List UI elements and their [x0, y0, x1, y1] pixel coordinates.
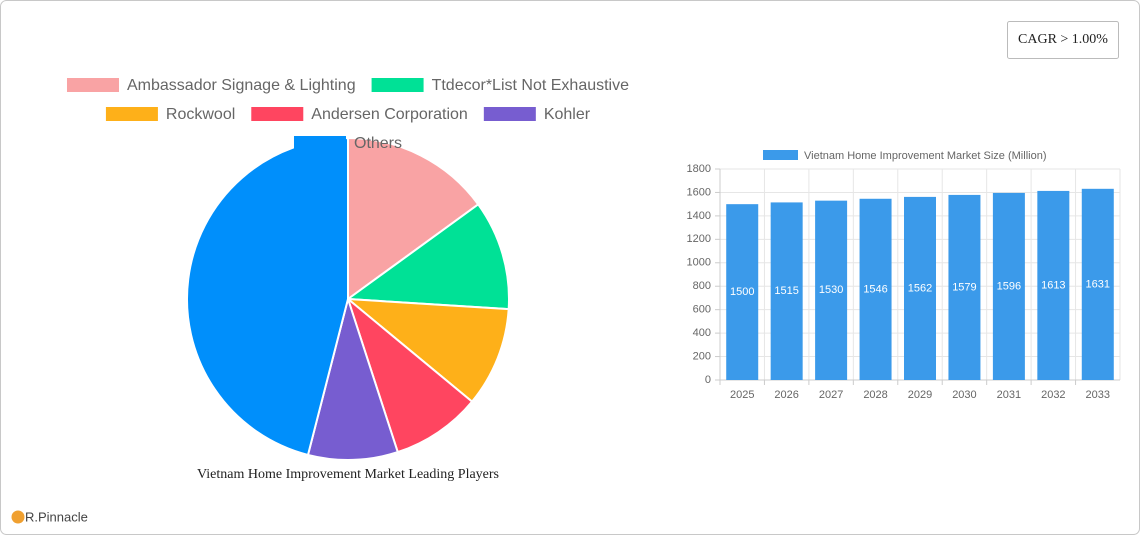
pie-slice	[345, 202, 510, 311]
legend-label: Others	[354, 135, 402, 152]
bar	[1037, 190, 1070, 380]
y-tick-label: 600	[693, 304, 711, 316]
bar	[859, 198, 892, 380]
legend-label: Ttdecor*List Not Exhaustive	[432, 77, 630, 94]
bar	[770, 202, 803, 380]
y-tick-label: 1400	[687, 210, 711, 222]
pie-slice	[345, 296, 474, 454]
y-tick-label: 400	[693, 327, 711, 339]
y-tick-label: 1600	[687, 186, 711, 198]
y-tick-label: 800	[693, 280, 711, 292]
pie-slice	[344, 297, 510, 404]
bar-value-label: 1546	[863, 283, 887, 295]
bar-value-label: 1562	[908, 282, 932, 294]
cagr-text: CAGR > 1.00%	[1018, 32, 1108, 47]
bar-value-label: 1530	[819, 284, 843, 296]
legend-label: Ambassador Signage & Lighting	[127, 77, 356, 94]
logo-icon	[11, 510, 25, 524]
legend-item: Andersen Corporation	[251, 106, 468, 123]
bar-value-label: 1631	[1086, 278, 1110, 290]
legend-swatch	[105, 107, 158, 121]
legend-label: Kohler	[544, 106, 591, 123]
legend-swatch	[763, 150, 798, 160]
x-tick-label: 2029	[908, 389, 932, 401]
legend-label: Andersen Corporation	[311, 106, 468, 123]
y-tick-label: 1200	[687, 233, 711, 245]
pie-slice	[186, 136, 349, 457]
legend-label: Vietnam Home Improvement Market Size (Mi…	[804, 150, 1046, 162]
legend-item: Ambassador Signage & Lighting	[66, 77, 356, 94]
x-tick-label: 2027	[819, 389, 843, 401]
x-tick-label: 2031	[997, 389, 1021, 401]
legend-swatch	[251, 107, 304, 121]
legend-label: Rockwool	[166, 106, 235, 123]
y-tick-label: 1000	[687, 257, 711, 269]
x-tick-label: 2028	[863, 389, 887, 401]
x-tick-label: 2033	[1086, 389, 1110, 401]
y-tick-label: 0	[705, 374, 711, 386]
bar	[904, 196, 936, 380]
pie-title: Vietnam Home Improvement Market Leading …	[197, 467, 499, 482]
legend-item: Rockwool	[105, 106, 235, 123]
bar	[726, 204, 759, 380]
x-tick-label: 2026	[774, 389, 798, 401]
bar	[815, 200, 848, 380]
legend-swatch	[293, 136, 346, 150]
bar-value-label: 1500	[730, 286, 754, 298]
bar	[992, 192, 1025, 380]
bar-value-label: 1596	[997, 280, 1021, 292]
bar-value-label: 1613	[1041, 279, 1065, 291]
legend-swatch	[66, 78, 119, 92]
cagr-badge	[1007, 21, 1119, 59]
legend-swatch	[483, 107, 536, 121]
logo-text: R.Pinnacle	[25, 509, 88, 524]
bar	[1081, 188, 1114, 380]
bar	[948, 194, 981, 380]
pie-slice	[347, 136, 480, 301]
x-tick-label: 2032	[1041, 389, 1065, 401]
bar-value-label: 1579	[952, 281, 976, 293]
legend-item: Kohler	[483, 106, 591, 123]
legend-item: Ttdecor*List Not Exhaustive	[371, 77, 630, 94]
y-tick-label: 1800	[687, 163, 711, 175]
x-tick-label: 2025	[730, 389, 754, 401]
bar-value-label: 1515	[774, 285, 798, 297]
x-tick-label: 2030	[952, 389, 976, 401]
pie-slice	[306, 295, 400, 461]
y-tick-label: 200	[693, 350, 711, 362]
legend-item: Others	[293, 135, 402, 152]
legend-swatch	[371, 78, 424, 92]
